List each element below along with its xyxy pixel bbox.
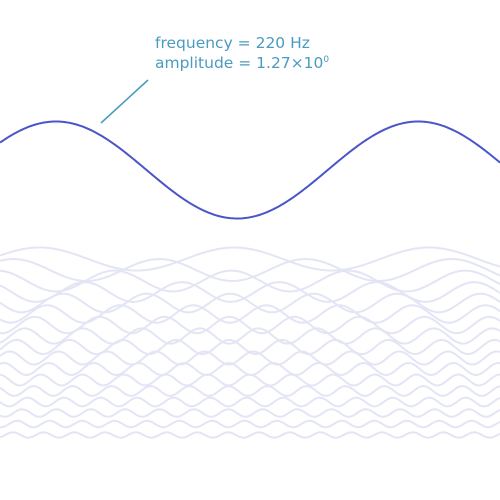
- annotation-amplitude-label: amplitude = 1.27×100: [155, 54, 329, 72]
- background-wave: [0, 373, 500, 387]
- background-wave: [0, 431, 500, 439]
- background-wave: [0, 246, 500, 272]
- background-wave: [0, 269, 500, 293]
- annotation-leader-line: [100, 79, 149, 124]
- background-wave: [0, 350, 500, 366]
- background-wave: [0, 315, 500, 335]
- annotation-amplitude-exponent: 0: [323, 55, 329, 65]
- background-wave: [0, 385, 500, 397]
- primary-wave: [0, 120, 500, 220]
- background-wave: [0, 281, 500, 303]
- background-wave: [0, 396, 500, 408]
- annotation: frequency = 220 Hz amplitude = 1.27×100: [100, 34, 329, 124]
- background-wave: [0, 408, 500, 418]
- background-waves: [0, 246, 500, 439]
- annotation-amplitude-value: amplitude = 1.27×10: [155, 54, 323, 72]
- background-wave: [0, 327, 500, 345]
- background-wave: [0, 304, 500, 324]
- background-wave: [0, 292, 500, 314]
- background-wave: [0, 419, 500, 429]
- background-wave: [0, 258, 500, 282]
- annotation-frequency-label: frequency = 220 Hz: [155, 34, 310, 52]
- primary-wave-group: [0, 120, 500, 220]
